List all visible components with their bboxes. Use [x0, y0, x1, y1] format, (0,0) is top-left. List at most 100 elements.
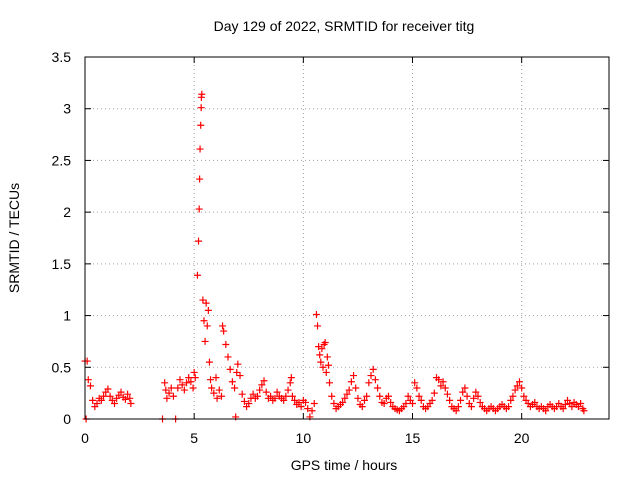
data-point: [435, 376, 443, 384]
data-point: [318, 345, 326, 353]
y-tick-label: 3: [63, 101, 71, 117]
data-point: [374, 384, 382, 392]
data-point: [199, 296, 207, 304]
y-axis-label: SRMTID / TECUs: [6, 183, 22, 293]
data-point: [219, 322, 227, 330]
data-point: [360, 396, 368, 404]
data-point: [258, 381, 266, 389]
data-point: [314, 322, 322, 330]
data-point: [319, 363, 327, 371]
data-point: [322, 368, 330, 376]
data-point: [104, 385, 112, 393]
data-point: [459, 388, 467, 396]
data-point: [236, 372, 244, 380]
data-point: [196, 145, 204, 153]
data-point: [117, 388, 125, 396]
data-point: [520, 392, 528, 400]
data-point: [470, 394, 478, 402]
data-point: [302, 398, 310, 406]
data-point: [531, 398, 539, 406]
data-point: [121, 395, 129, 403]
data-point: [167, 384, 175, 392]
data-point: [195, 205, 203, 213]
data-point: [363, 392, 371, 400]
data-point: [330, 399, 338, 407]
data-point: [97, 396, 105, 404]
data-point: [380, 399, 388, 407]
data-point: [267, 392, 275, 400]
data-point: [402, 399, 410, 407]
data-point: [163, 394, 171, 402]
data-point: [286, 379, 294, 387]
data-point: [240, 397, 248, 405]
data-point: [262, 388, 270, 396]
data-point: [127, 399, 135, 407]
data-point: [288, 392, 296, 400]
data-point: [369, 365, 377, 373]
data-point: [312, 311, 320, 319]
data-points: [81, 90, 588, 423]
x-tick-label: 20: [514, 430, 530, 446]
data-point: [323, 353, 331, 361]
data-point: [341, 394, 349, 402]
data-point: [197, 104, 205, 112]
data-point: [176, 376, 184, 384]
data-point: [350, 372, 358, 380]
data-point: [93, 399, 101, 407]
data-point: [371, 376, 379, 384]
data-point: [249, 390, 257, 398]
data-point: [212, 374, 220, 382]
data-point: [86, 382, 94, 390]
data-point: [200, 317, 208, 325]
data-point: [577, 399, 585, 407]
data-point: [287, 374, 295, 382]
data-point: [358, 403, 366, 411]
data-point: [187, 378, 195, 386]
data-point: [256, 386, 264, 394]
data-point: [284, 386, 292, 394]
data-point: [207, 376, 215, 384]
data-point: [326, 379, 334, 387]
x-tick-label: 5: [190, 430, 198, 446]
data-point: [457, 396, 465, 404]
data-point: [193, 271, 201, 279]
data-point: [180, 386, 188, 394]
chart-title: Day 129 of 2022, SRMTID for receiver tit…: [214, 18, 475, 34]
data-point: [178, 381, 186, 389]
data-point: [476, 398, 484, 406]
data-point: [441, 384, 449, 392]
data-point: [238, 390, 246, 398]
data-point: [515, 378, 523, 386]
data-point: [271, 394, 279, 402]
data-point: [437, 382, 445, 390]
data-point: [183, 379, 191, 387]
data-point: [126, 394, 134, 402]
data-point: [84, 376, 92, 384]
data-point: [467, 403, 475, 411]
plot-frame: [84, 56, 610, 420]
data-point: [124, 390, 132, 398]
data-point: [316, 351, 324, 359]
data-point: [561, 401, 569, 409]
data-point: [452, 407, 460, 415]
data-point: [328, 392, 336, 400]
data-point: [224, 353, 232, 361]
data-point: [413, 384, 421, 392]
data-point: [365, 379, 373, 387]
data-point: [228, 378, 236, 386]
data-point: [505, 403, 513, 411]
data-point: [203, 322, 211, 330]
data-point: [197, 121, 205, 129]
data-point: [317, 358, 325, 366]
data-point: [282, 392, 290, 400]
data-point: [174, 384, 182, 392]
data-point: [474, 392, 482, 400]
data-point: [233, 368, 241, 376]
data-point: [367, 372, 375, 380]
data-point: [443, 390, 451, 398]
data-point: [169, 392, 177, 400]
data-point: [343, 390, 351, 398]
data-point: [189, 384, 197, 392]
data-point: [280, 396, 288, 404]
